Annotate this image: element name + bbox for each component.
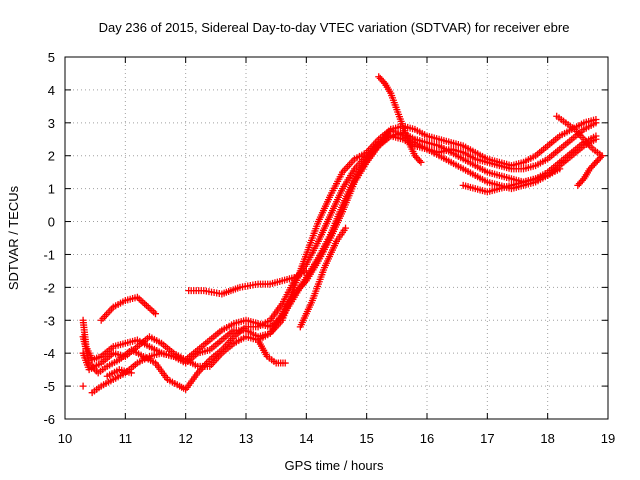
series-arc-9 bbox=[296, 224, 350, 331]
x-tick-label: 14 bbox=[299, 431, 313, 446]
y-tick-label: -5 bbox=[43, 379, 55, 394]
data-point bbox=[578, 176, 586, 184]
data-point bbox=[596, 153, 604, 161]
series-arc-12 bbox=[553, 112, 606, 160]
x-tick-label: 15 bbox=[359, 431, 373, 446]
data-point bbox=[589, 162, 597, 170]
data-point bbox=[378, 76, 386, 84]
data-point bbox=[415, 157, 423, 165]
x-tick-label: 18 bbox=[540, 431, 554, 446]
data-point bbox=[281, 359, 289, 367]
x-tick-label: 16 bbox=[420, 431, 434, 446]
data-point bbox=[375, 73, 383, 81]
x-tick-label: 19 bbox=[601, 431, 615, 446]
data-point bbox=[595, 155, 603, 163]
data-point bbox=[592, 135, 600, 143]
x-tick-label: 17 bbox=[480, 431, 494, 446]
x-tick-label: 13 bbox=[239, 431, 253, 446]
y-tick-label: -2 bbox=[43, 280, 55, 295]
plot-frame bbox=[64, 56, 609, 420]
series-arc-7 bbox=[185, 267, 310, 298]
y-tick-label: -6 bbox=[43, 412, 55, 427]
data-point bbox=[417, 158, 425, 166]
x-tick-label: 10 bbox=[58, 431, 72, 446]
data-point bbox=[592, 116, 600, 124]
data-point bbox=[575, 180, 583, 188]
data-point bbox=[574, 181, 582, 189]
data-point bbox=[79, 382, 87, 390]
x-axis-label: GPS time / hours bbox=[285, 458, 384, 473]
data-point bbox=[587, 163, 595, 171]
data-points bbox=[79, 73, 606, 397]
x-tick-label: 12 bbox=[178, 431, 192, 446]
series-arc-6 bbox=[103, 366, 135, 380]
y-tick-label: -3 bbox=[43, 313, 55, 328]
series-arc-3 bbox=[79, 116, 600, 374]
data-point bbox=[302, 267, 310, 275]
y-tick-label: 3 bbox=[48, 116, 55, 131]
data-point bbox=[577, 178, 585, 186]
series-arc-8 bbox=[254, 336, 289, 367]
data-point bbox=[586, 165, 594, 173]
chart-title: Day 236 of 2015, Sidereal Day-to-day VTE… bbox=[99, 20, 570, 35]
series-arc-11 bbox=[459, 165, 564, 196]
data-point bbox=[379, 78, 387, 86]
data-point bbox=[152, 310, 159, 318]
series-arc-10 bbox=[375, 73, 425, 166]
data-point bbox=[556, 165, 564, 173]
data-point bbox=[598, 152, 606, 160]
data-point bbox=[127, 369, 135, 377]
y-axis-ticks: -6 -5 -4 -3 -2 -1 0 1 2 3 4 5 bbox=[43, 50, 608, 427]
series-arc-5 bbox=[97, 293, 159, 324]
data-point bbox=[376, 74, 384, 82]
grid-lines bbox=[65, 57, 608, 419]
y-axis-label: SDTVAR / TECUs bbox=[6, 185, 21, 290]
data-point bbox=[590, 160, 598, 168]
series-arc-4 bbox=[88, 132, 600, 397]
data-point bbox=[412, 153, 420, 161]
series-arc-1 bbox=[79, 119, 600, 367]
series-arc-13 bbox=[574, 152, 606, 189]
data-point bbox=[593, 157, 601, 165]
y-tick-label: 1 bbox=[48, 182, 55, 197]
y-tick-label: -1 bbox=[43, 247, 55, 262]
y-tick-label: 0 bbox=[48, 215, 55, 230]
series-arc-14 bbox=[79, 382, 87, 390]
data-point bbox=[411, 152, 419, 160]
y-tick-label: 5 bbox=[48, 50, 55, 65]
x-tick-label: 11 bbox=[119, 431, 133, 446]
data-point bbox=[342, 224, 350, 232]
data-point bbox=[592, 158, 600, 166]
data-point bbox=[414, 155, 422, 163]
y-tick-label: -4 bbox=[43, 346, 55, 361]
x-axis-ticks: 10 11 12 13 14 15 16 17 18 19 bbox=[58, 57, 615, 446]
y-tick-label: 4 bbox=[48, 83, 55, 98]
y-tick-label: 2 bbox=[48, 149, 55, 164]
